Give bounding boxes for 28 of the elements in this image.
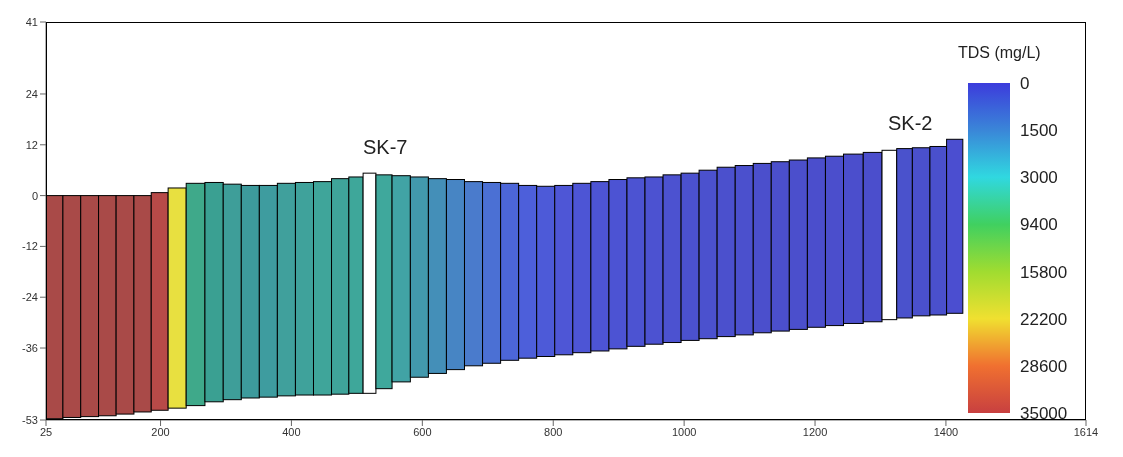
y-tick-label: 41 — [25, 15, 38, 28]
x-tick-label: 800 — [544, 425, 563, 438]
x-tick-label: 600 — [413, 425, 432, 438]
x-tick-label: 200 — [151, 425, 170, 438]
y-tick-label: -53 — [22, 413, 38, 426]
annotation: 1500 — [1020, 121, 1058, 141]
annotation: 3000 — [1020, 168, 1058, 188]
y-tick-label: -24 — [22, 291, 38, 304]
annotation: 9400 — [1020, 215, 1058, 235]
y-tick-label: -36 — [22, 341, 38, 354]
x-tick-label: 400 — [282, 425, 301, 438]
y-tick-label: 12 — [25, 138, 38, 151]
x-tick-label: 1200 — [802, 425, 828, 438]
annotation: SK-7 — [363, 136, 408, 159]
x-tick-label: 1614 — [1073, 425, 1099, 438]
annotation: 22200 — [1020, 309, 1068, 329]
annotation: 35000 — [1020, 404, 1068, 423]
color-bar-title: TDS (mg/L) — [958, 44, 1041, 61]
y-tick-label: -12 — [22, 240, 38, 253]
y-tick-label: 24 — [25, 87, 38, 100]
x-tick-label: 1400 — [933, 425, 959, 438]
x-tick-label: 25 — [39, 425, 53, 438]
annotation: 15800 — [1020, 262, 1068, 282]
annotation: 0 — [1020, 74, 1030, 93]
x-tick-label: 1000 — [671, 425, 697, 438]
y-tick-label: 0 — [31, 189, 38, 202]
annotation: SK-2 — [888, 112, 933, 135]
annotation: 28600 — [1020, 356, 1068, 376]
